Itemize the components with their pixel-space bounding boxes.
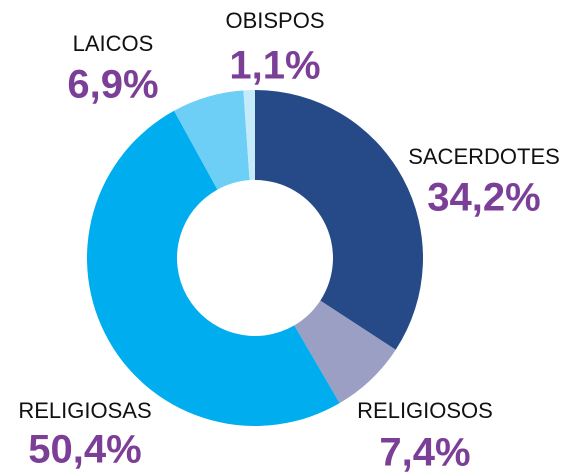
slice-value: 7,4% [379,431,470,472]
donut-slice [294,300,396,404]
slice-name: OBISPOS [225,8,324,33]
donut-slice [174,90,250,190]
slice-name: LAICOS [73,31,154,56]
donut-slice [255,90,423,350]
slice-value: 50,4% [28,428,141,472]
slice-value: 1,1% [229,44,320,88]
slice-value: 6,9% [67,63,158,107]
donut-slice [86,110,340,427]
donut-slice [243,90,255,181]
slice-name: SACERDOTES [408,144,560,169]
slice-name: RELIGIOSAS [18,398,151,423]
slice-value: 34,2% [427,176,540,220]
slice-name: RELIGIOSOS [357,398,493,423]
